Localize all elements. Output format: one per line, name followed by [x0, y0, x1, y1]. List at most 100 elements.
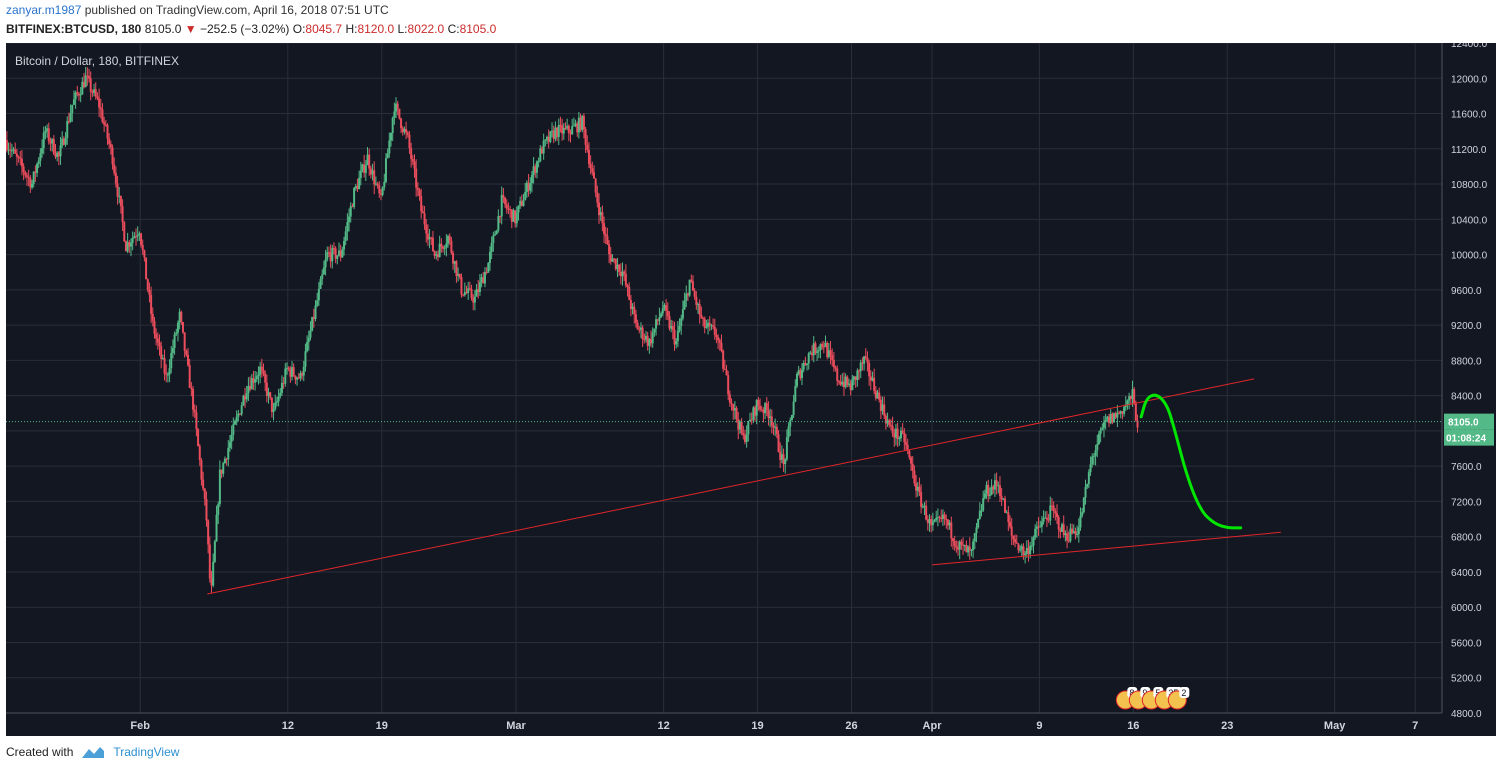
candle-body — [636, 322, 639, 330]
candle-body — [119, 195, 122, 207]
candle-body — [1044, 517, 1047, 519]
candle-body — [839, 382, 842, 385]
candle-body — [955, 545, 958, 548]
candle-body — [12, 149, 15, 151]
candle-body — [802, 363, 805, 370]
price-chart[interactable]: 12400.0 12000.0 11600.0 11200.0 10800.0 10400… — [5, 39, 1496, 736]
candle-body — [762, 409, 765, 414]
candle-body — [29, 177, 32, 188]
candle-body — [638, 329, 641, 331]
candle-body — [1014, 539, 1017, 543]
event-badges[interactable]: 895352 — [1115, 687, 1190, 710]
candle-body — [71, 104, 74, 114]
candle-body — [423, 213, 426, 225]
candle-body — [153, 320, 156, 334]
candle-body — [379, 193, 382, 195]
candle-body — [998, 485, 1001, 497]
candle-body — [827, 350, 830, 358]
candle-body — [537, 161, 540, 163]
candle-body — [572, 125, 575, 127]
candle-body — [696, 304, 699, 306]
candle-body — [824, 342, 827, 347]
candle-body — [817, 350, 820, 352]
candle-body — [363, 164, 366, 173]
chart-panel[interactable]: 12400.0 12000.0 11600.0 11200.0 10800.0 10400… — [5, 39, 1496, 736]
candle-body — [151, 313, 154, 321]
candle-body — [1134, 403, 1137, 421]
candle-body — [789, 420, 792, 427]
candle-body — [1133, 389, 1136, 404]
candle-body — [606, 236, 609, 245]
candle-body — [443, 247, 446, 249]
candle-body — [334, 248, 337, 259]
candle-body — [124, 241, 127, 252]
candle-body — [230, 434, 233, 442]
candle-body — [9, 149, 12, 151]
candle-body — [1020, 546, 1023, 550]
candle-body — [931, 521, 934, 526]
candle-body — [807, 353, 810, 364]
candle-body — [534, 166, 537, 173]
candle-body — [913, 470, 916, 484]
candles-layer — [5, 66, 1139, 593]
low-label: L: — [397, 22, 408, 36]
candle-body — [351, 206, 354, 208]
candle-body — [210, 578, 213, 586]
candle-body — [156, 338, 159, 343]
candle-body — [170, 352, 173, 369]
candle-body — [883, 404, 886, 416]
candle-body — [77, 93, 80, 96]
candle-body — [430, 237, 433, 239]
y-tick-label: 8400.0 — [1451, 392, 1482, 403]
candle-body — [1089, 464, 1092, 473]
candle-body — [510, 209, 513, 222]
candle-body — [712, 325, 715, 327]
candle-body — [282, 382, 285, 384]
candle-body — [936, 516, 939, 518]
candle-body — [888, 420, 891, 426]
candle-body — [1128, 396, 1131, 401]
candle-body — [822, 346, 825, 348]
candle-body — [1131, 389, 1134, 399]
candle-body — [948, 522, 951, 526]
candle-body — [187, 354, 190, 366]
candle-body — [296, 377, 299, 380]
candle-body — [713, 326, 716, 335]
candle-body — [641, 327, 644, 340]
candle-body — [165, 373, 168, 375]
y-tick-label: 4800.0 — [1451, 709, 1482, 720]
candle-body — [356, 186, 359, 190]
candle-body — [359, 170, 362, 178]
candle-body — [780, 454, 783, 460]
author-link[interactable]: zanyar.m1987 — [6, 3, 82, 17]
last-price: 8105.0 — [144, 22, 182, 36]
candle-body — [977, 519, 980, 528]
y-tick-label: 12000.0 — [1451, 74, 1488, 85]
candle-body — [487, 262, 490, 273]
candle-body — [596, 192, 599, 203]
publish-info: published on TradingView.com, April 16, … — [84, 3, 389, 17]
tradingview-link[interactable]: TradingView — [113, 745, 180, 759]
candle-body — [62, 138, 65, 145]
x-tick-label: May — [1324, 720, 1346, 732]
candle-body — [945, 518, 948, 520]
candle-body — [440, 243, 443, 247]
candle-body — [770, 416, 773, 426]
candle-body — [478, 282, 481, 293]
candle-body — [764, 403, 767, 414]
candle-body — [7, 149, 10, 151]
candle-body — [967, 546, 970, 553]
candle-body — [930, 519, 933, 526]
candle-body — [898, 438, 901, 440]
candle-body — [208, 544, 211, 579]
x-tick-label: Mar — [506, 720, 526, 732]
candle-body — [453, 261, 456, 264]
x-tick-label: 16 — [1127, 720, 1139, 732]
candle-body — [252, 378, 255, 383]
candle-body — [495, 230, 498, 235]
candle-body — [886, 420, 889, 424]
last-price-tag-label: 8105.0 — [1448, 418, 1479, 429]
candle-body — [227, 447, 230, 460]
candle-body — [899, 430, 902, 439]
candle-body — [400, 118, 403, 129]
